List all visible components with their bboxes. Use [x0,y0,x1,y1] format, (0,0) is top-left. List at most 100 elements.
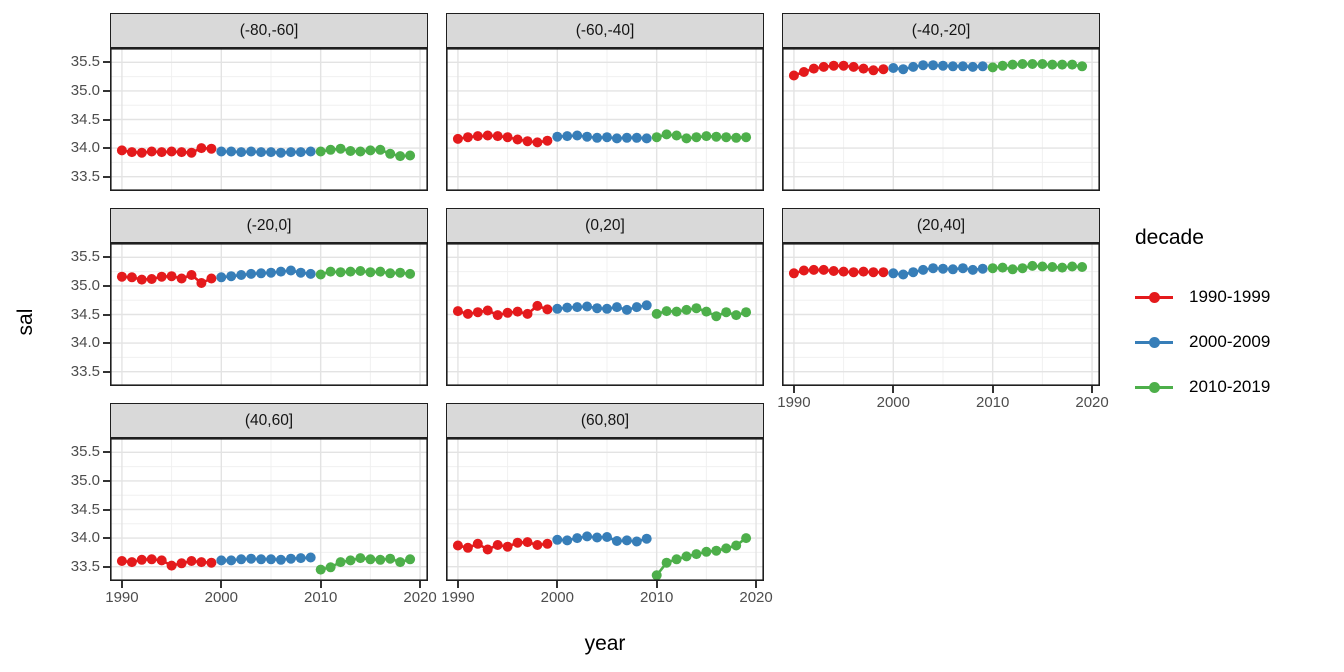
data-point [355,146,366,157]
data-point [691,549,702,560]
data-point [711,131,722,142]
data-point [572,533,583,544]
data-point [848,267,859,278]
data-point [236,554,247,565]
data-point [522,537,533,548]
data-point [967,61,978,72]
data-point [1017,59,1028,69]
x-tick-mark [556,581,559,588]
data-point [365,145,376,156]
y-tick-label: 34.0 [70,139,100,157]
data-point [938,60,948,71]
data-point [156,147,167,158]
data-point [275,266,286,277]
data-point [295,147,306,158]
data-point [226,271,237,282]
data-point [1037,59,1048,69]
y-tick-mark [103,118,110,121]
data-point [928,263,939,274]
facet-panel [110,48,428,191]
data-point [116,556,127,566]
y-tick-label: 35.0 [70,276,100,294]
data-point [196,557,207,568]
data-point [552,131,563,142]
y-tick-label: 35.5 [70,443,100,461]
data-point [246,553,257,564]
data-point [472,538,483,549]
y-tick-label: 35.5 [70,53,100,71]
data-point [472,307,483,318]
data-point [711,545,722,556]
data-point [621,535,632,546]
data-point [918,60,929,71]
facet-cell: (-60,-40] [446,13,764,191]
facet-strip-label: (-40,-20] [782,13,1100,48]
data-point [681,133,692,144]
x-tick-label: 2000 [204,589,238,606]
data-point [335,143,346,154]
data-point [918,264,929,275]
data-point [1047,59,1058,70]
data-point [671,554,682,565]
x-tick-mark [419,581,422,588]
data-point [176,273,187,284]
data-point [542,304,553,315]
data-point [216,555,227,566]
data-point [731,540,742,551]
data-point [997,60,1008,71]
x-tick-label: 2000 [540,589,574,606]
facet-cell: (-80,-60] [110,13,428,191]
data-point [512,306,523,317]
data-point [395,557,406,568]
data-point [532,137,543,148]
data-point [798,265,809,276]
decade-line [320,269,411,276]
facet-cell: (-20,0] [110,208,428,386]
facet-cell: (60,80] [446,403,764,581]
data-point [236,270,247,280]
y-tick-label: 33.5 [70,167,100,185]
x-tick-mark [456,581,459,588]
data-point [315,564,326,575]
data-point [957,61,968,72]
data-point [1027,260,1038,271]
data-point [701,131,712,142]
data-point [1077,61,1088,72]
data-point [631,536,642,547]
facet-panel [110,438,428,581]
decade-line [457,304,548,317]
y-tick-mark [103,147,110,150]
data-point [928,60,939,71]
data-point [671,306,682,317]
data-point [355,553,366,564]
data-point [275,554,286,565]
data-point [721,132,732,143]
data-point [858,63,869,74]
data-point [898,64,909,75]
data-point [1027,59,1038,69]
data-point [126,272,137,283]
y-tick-label: 33.5 [70,557,100,575]
data-point [977,263,988,274]
data-point [246,268,257,279]
y-tick-label: 34.0 [70,529,100,547]
data-point [878,64,889,75]
data-point [405,554,416,565]
data-point [285,147,296,158]
data-point [256,554,267,565]
data-point [592,132,603,143]
data-point [681,304,692,315]
x-tick-label: 1990 [441,589,475,606]
data-point [721,307,732,318]
data-point [651,132,662,143]
data-point [512,537,523,548]
data-point [136,274,147,285]
data-point [216,146,227,157]
data-point [325,562,336,573]
x-tick-mark [120,581,123,588]
data-point [116,271,127,282]
x-tick-mark [792,386,795,393]
data-point [957,263,968,274]
facet-cell: (20,40] [782,208,1100,386]
data-point [1017,263,1028,274]
